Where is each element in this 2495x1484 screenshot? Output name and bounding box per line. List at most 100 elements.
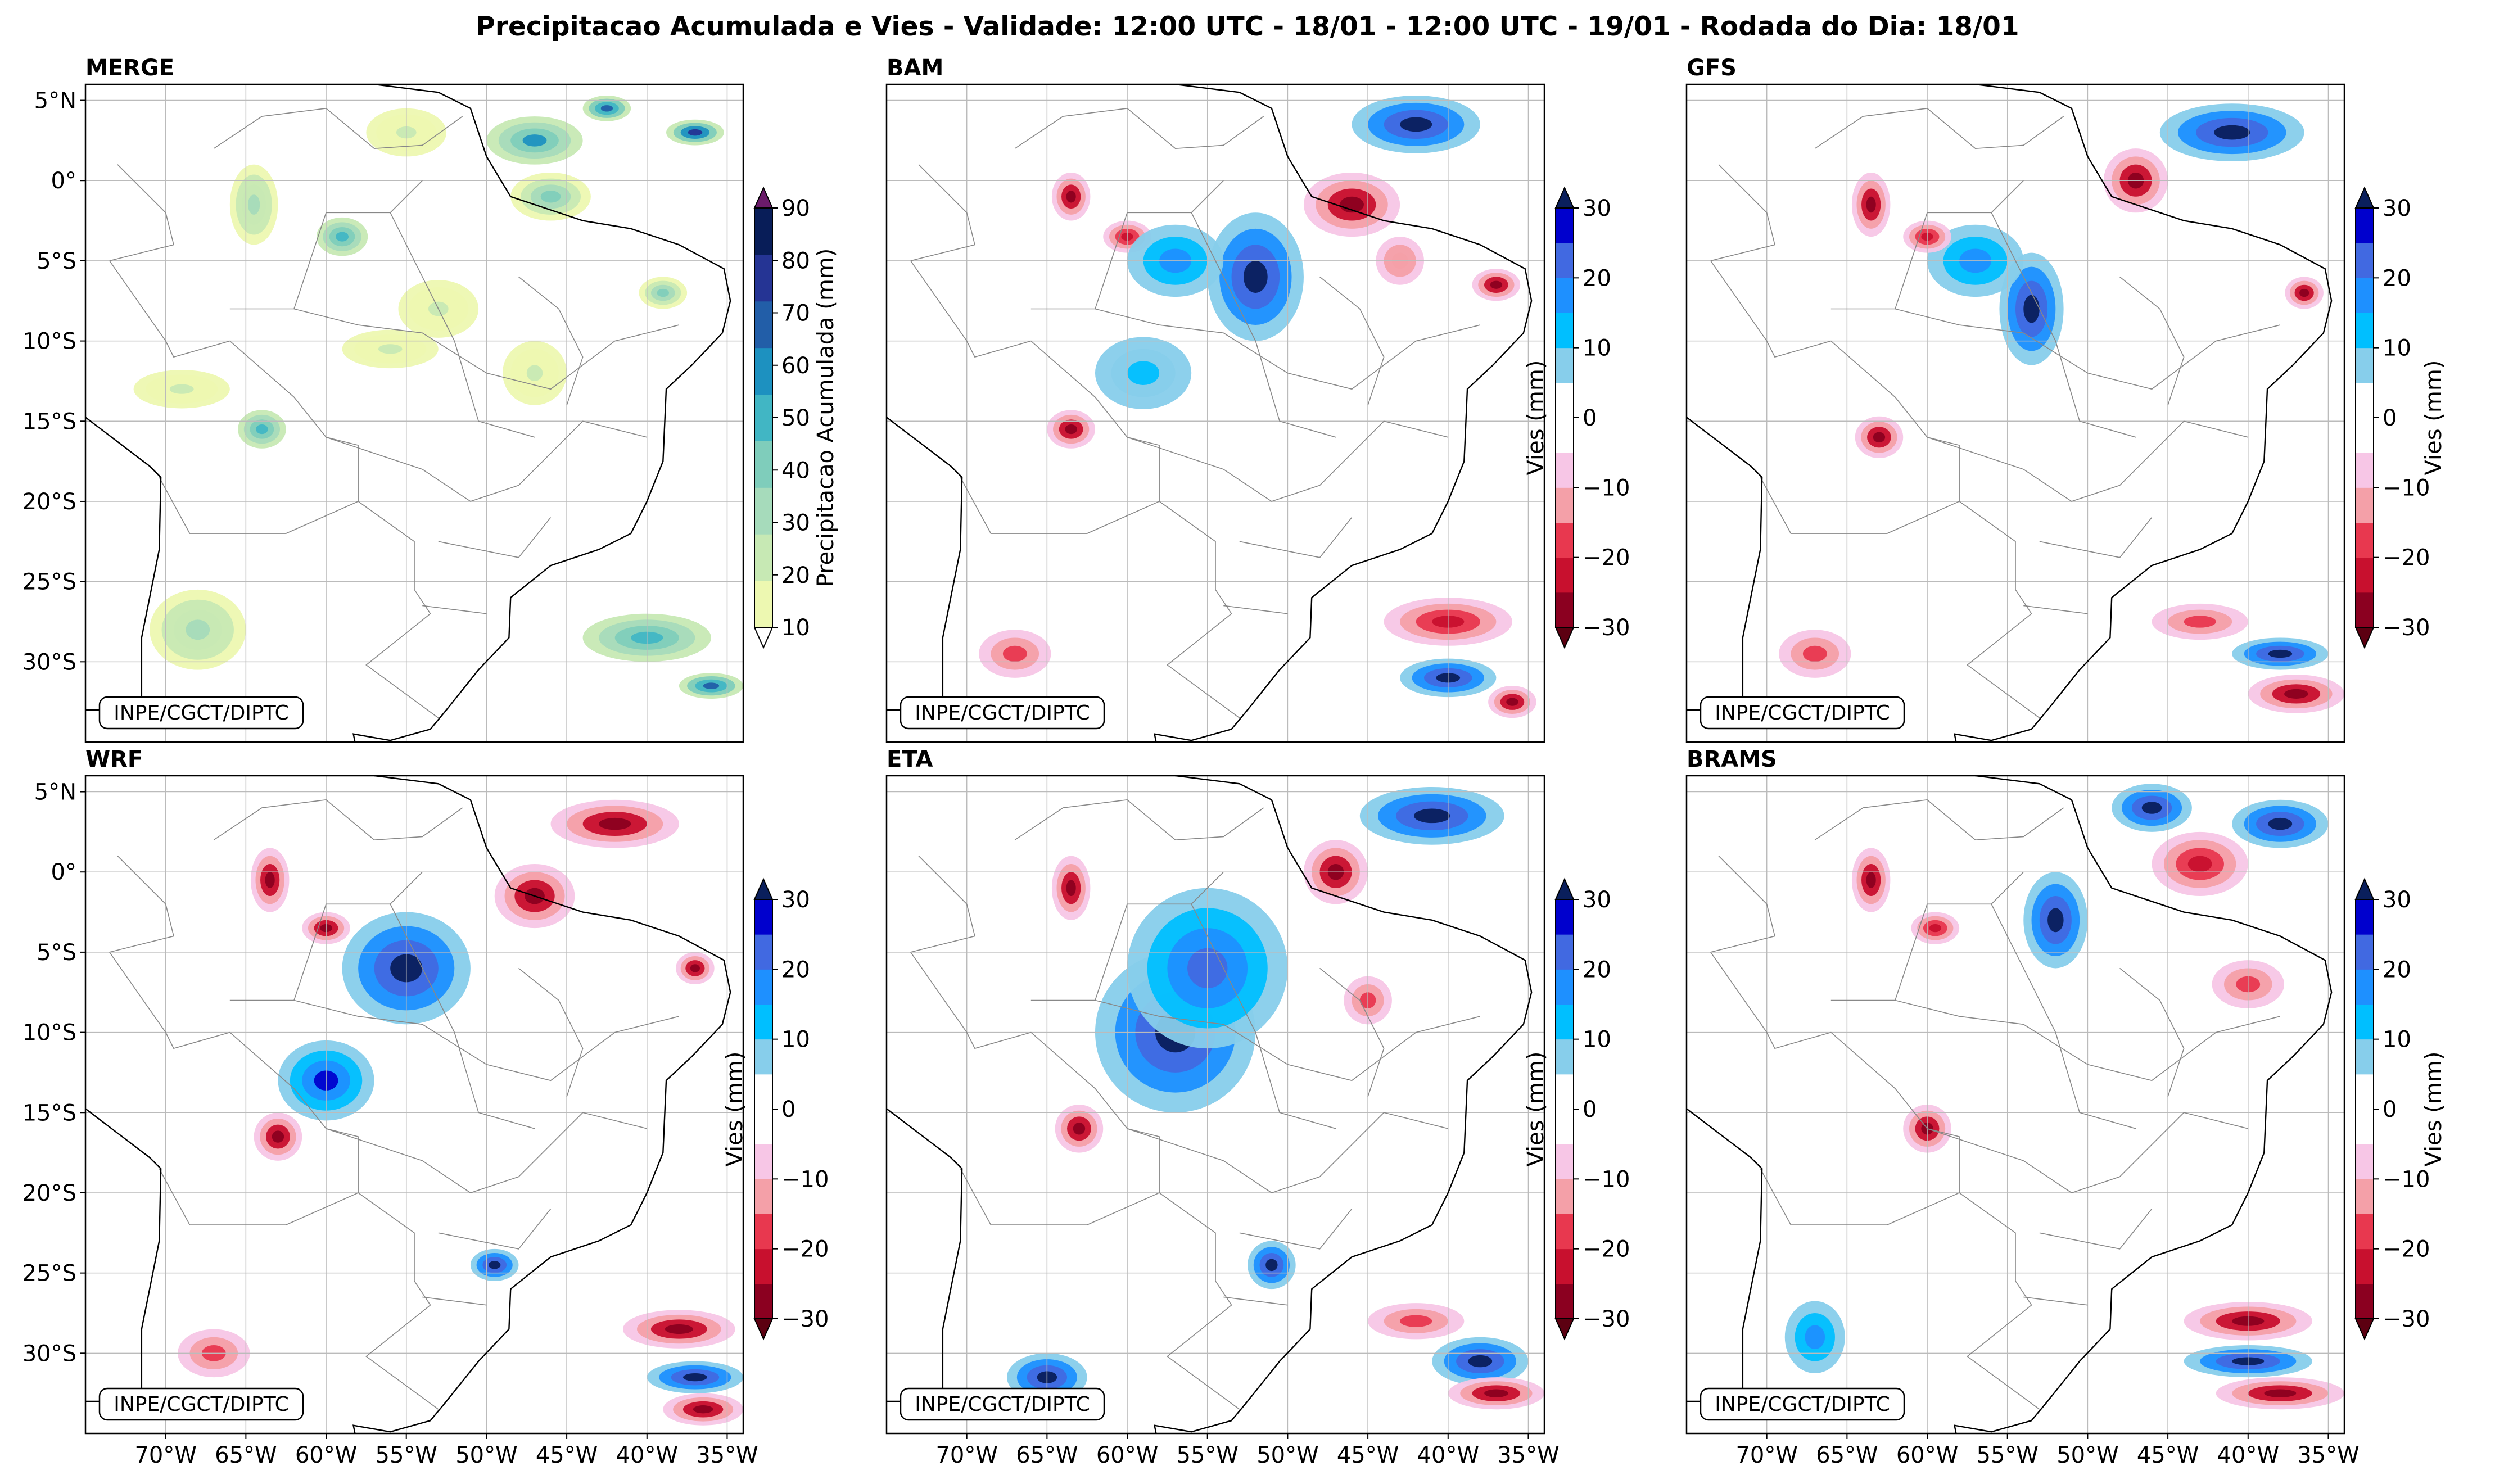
- field-cell: [666, 119, 724, 146]
- colorbar-extend-min: [753, 627, 774, 649]
- field-cell: [502, 341, 567, 405]
- colorbar-segment: [2356, 208, 2374, 243]
- lon-tick-label: 65°W: [1016, 1442, 1078, 1468]
- colorbar-segment: [2356, 243, 2374, 278]
- colorbar-segment: [2356, 418, 2374, 453]
- map-content: [887, 84, 1544, 742]
- field-cell: [470, 1248, 519, 1281]
- coastline: [85, 84, 731, 742]
- colorbar-extend-max: [753, 186, 774, 209]
- field-cell: [1448, 1377, 1544, 1410]
- field-cell: [2232, 637, 2329, 670]
- coastline: [1687, 84, 2333, 742]
- field-cell: [663, 1393, 743, 1426]
- colorbar-segment: [754, 1144, 772, 1179]
- colorbar-segment: [1556, 1179, 1574, 1214]
- colorbar-extend-min: [2354, 627, 2375, 649]
- field-cell: [254, 1112, 302, 1161]
- colorbar-segment: [1556, 313, 1574, 349]
- colorbar-tick-label: −20: [2383, 545, 2430, 571]
- lat-tick-label: 15°S: [22, 1100, 76, 1126]
- colorbar-segment: [1556, 1144, 1574, 1179]
- lon-tick-label: 70°W: [1735, 1442, 1797, 1468]
- colorbar-extend-max: [2354, 186, 2375, 209]
- lat-tick-label: 30°S: [22, 1341, 76, 1367]
- field-cell: [1851, 848, 1891, 912]
- lat-tick-label: 0°: [51, 859, 76, 885]
- colorbar-tick-label: 10: [1583, 336, 1611, 361]
- lat-tick-label: 15°S: [22, 409, 76, 435]
- colorbar-segment: [754, 581, 772, 628]
- map-content: [887, 776, 1544, 1433]
- colorbar-segment: [2356, 347, 2374, 383]
- field-cell: [150, 589, 246, 670]
- field-cell: [1055, 1105, 1104, 1153]
- field-cell: [966, 621, 1063, 686]
- colorbar-segment: [754, 1004, 772, 1040]
- lon-tick-label: 55°W: [1177, 1442, 1239, 1468]
- colorbar-tick-label: −10: [2383, 1166, 2430, 1192]
- map-frame: [885, 775, 1545, 1435]
- lat-tick-label: 5°S: [37, 248, 76, 274]
- lon-tick-label: 70°W: [935, 1442, 997, 1468]
- lat-tick-label: 5°N: [34, 88, 76, 114]
- field-cell: [1432, 1337, 1529, 1386]
- field-cell: [238, 410, 286, 449]
- colorbar-tick-label: 0: [2383, 1097, 2397, 1123]
- colorbar-tick-label: −10: [781, 1166, 829, 1192]
- gridlines: [887, 84, 1544, 742]
- colorbar-tick-label: 20: [781, 563, 810, 589]
- colorbar-segment: [754, 899, 772, 935]
- state-borders: [109, 799, 680, 1410]
- lat-tick-label: 25°S: [22, 569, 76, 595]
- colorbar-tick-label: 90: [781, 196, 810, 221]
- colorbar-segment: [1556, 1214, 1574, 1250]
- map-panel-bam: BAM INPE/CGCT/DIPTC −30 −20 −10 0 10 20 30 Vies (…: [885, 55, 1630, 743]
- lon-tick-label: 65°W: [1816, 1442, 1878, 1468]
- colorbar-extend-max: [2354, 877, 2375, 900]
- lon-tick-label: 60°W: [1896, 1442, 1958, 1468]
- panel-title: BAM: [887, 55, 943, 81]
- lon-tick-label: 40°W: [616, 1442, 678, 1468]
- colorbar: 10 20 30 40 50 60 70 80 90 Precipitacao Acumulada…: [753, 186, 839, 649]
- colorbar-tick-label: 30: [2383, 196, 2411, 221]
- field-cell: [1851, 172, 1891, 237]
- lon-tick-label: 50°W: [2056, 1442, 2118, 1468]
- colorbar-segment: [754, 301, 772, 349]
- gridlines: [85, 776, 743, 1433]
- lon-tick-label: 45°W: [1337, 1442, 1399, 1468]
- lon-tick-label: 50°W: [455, 1442, 517, 1468]
- map-content: [1687, 776, 2344, 1433]
- lon-tick-label: 60°W: [1096, 1442, 1158, 1468]
- colorbar-tick-label: −30: [2383, 1306, 2430, 1332]
- state-borders: [109, 107, 680, 718]
- colorbar-segment: [1556, 1039, 1574, 1075]
- field-cell: [550, 799, 679, 848]
- colorbar-segment: [1556, 487, 1574, 523]
- colorbar-segment: [754, 1109, 772, 1144]
- colorbar-segment: [1556, 899, 1574, 935]
- colorbar-segment: [2356, 557, 2374, 593]
- colorbar-tick-label: 70: [781, 301, 810, 327]
- colorbar-segment: [2356, 522, 2374, 558]
- colorbar-tick-label: −30: [781, 1306, 829, 1332]
- colorbar-tick-label: 20: [1583, 957, 1611, 983]
- colorbar-tick-label: 10: [2383, 1027, 2411, 1053]
- field-cell: [1766, 621, 1863, 686]
- field-cell: [486, 116, 583, 165]
- colorbar-segment: [2356, 453, 2374, 488]
- colorbar-segment: [754, 487, 772, 535]
- field-cell: [1248, 1241, 1296, 1290]
- field-cell: [1855, 416, 1904, 458]
- colorbar-segment: [1556, 1074, 1574, 1110]
- colorbar-extend-min: [1554, 627, 1575, 649]
- colorbar-segment: [754, 208, 772, 255]
- colorbar-tick-label: 10: [781, 1027, 810, 1053]
- map-frame: [885, 83, 1545, 743]
- colorbar-tick-label: 40: [781, 458, 810, 483]
- lat-tick-label: 10°S: [22, 1020, 76, 1046]
- colorbar-segment: [2356, 934, 2374, 970]
- colorbar-segment: [1556, 592, 1574, 628]
